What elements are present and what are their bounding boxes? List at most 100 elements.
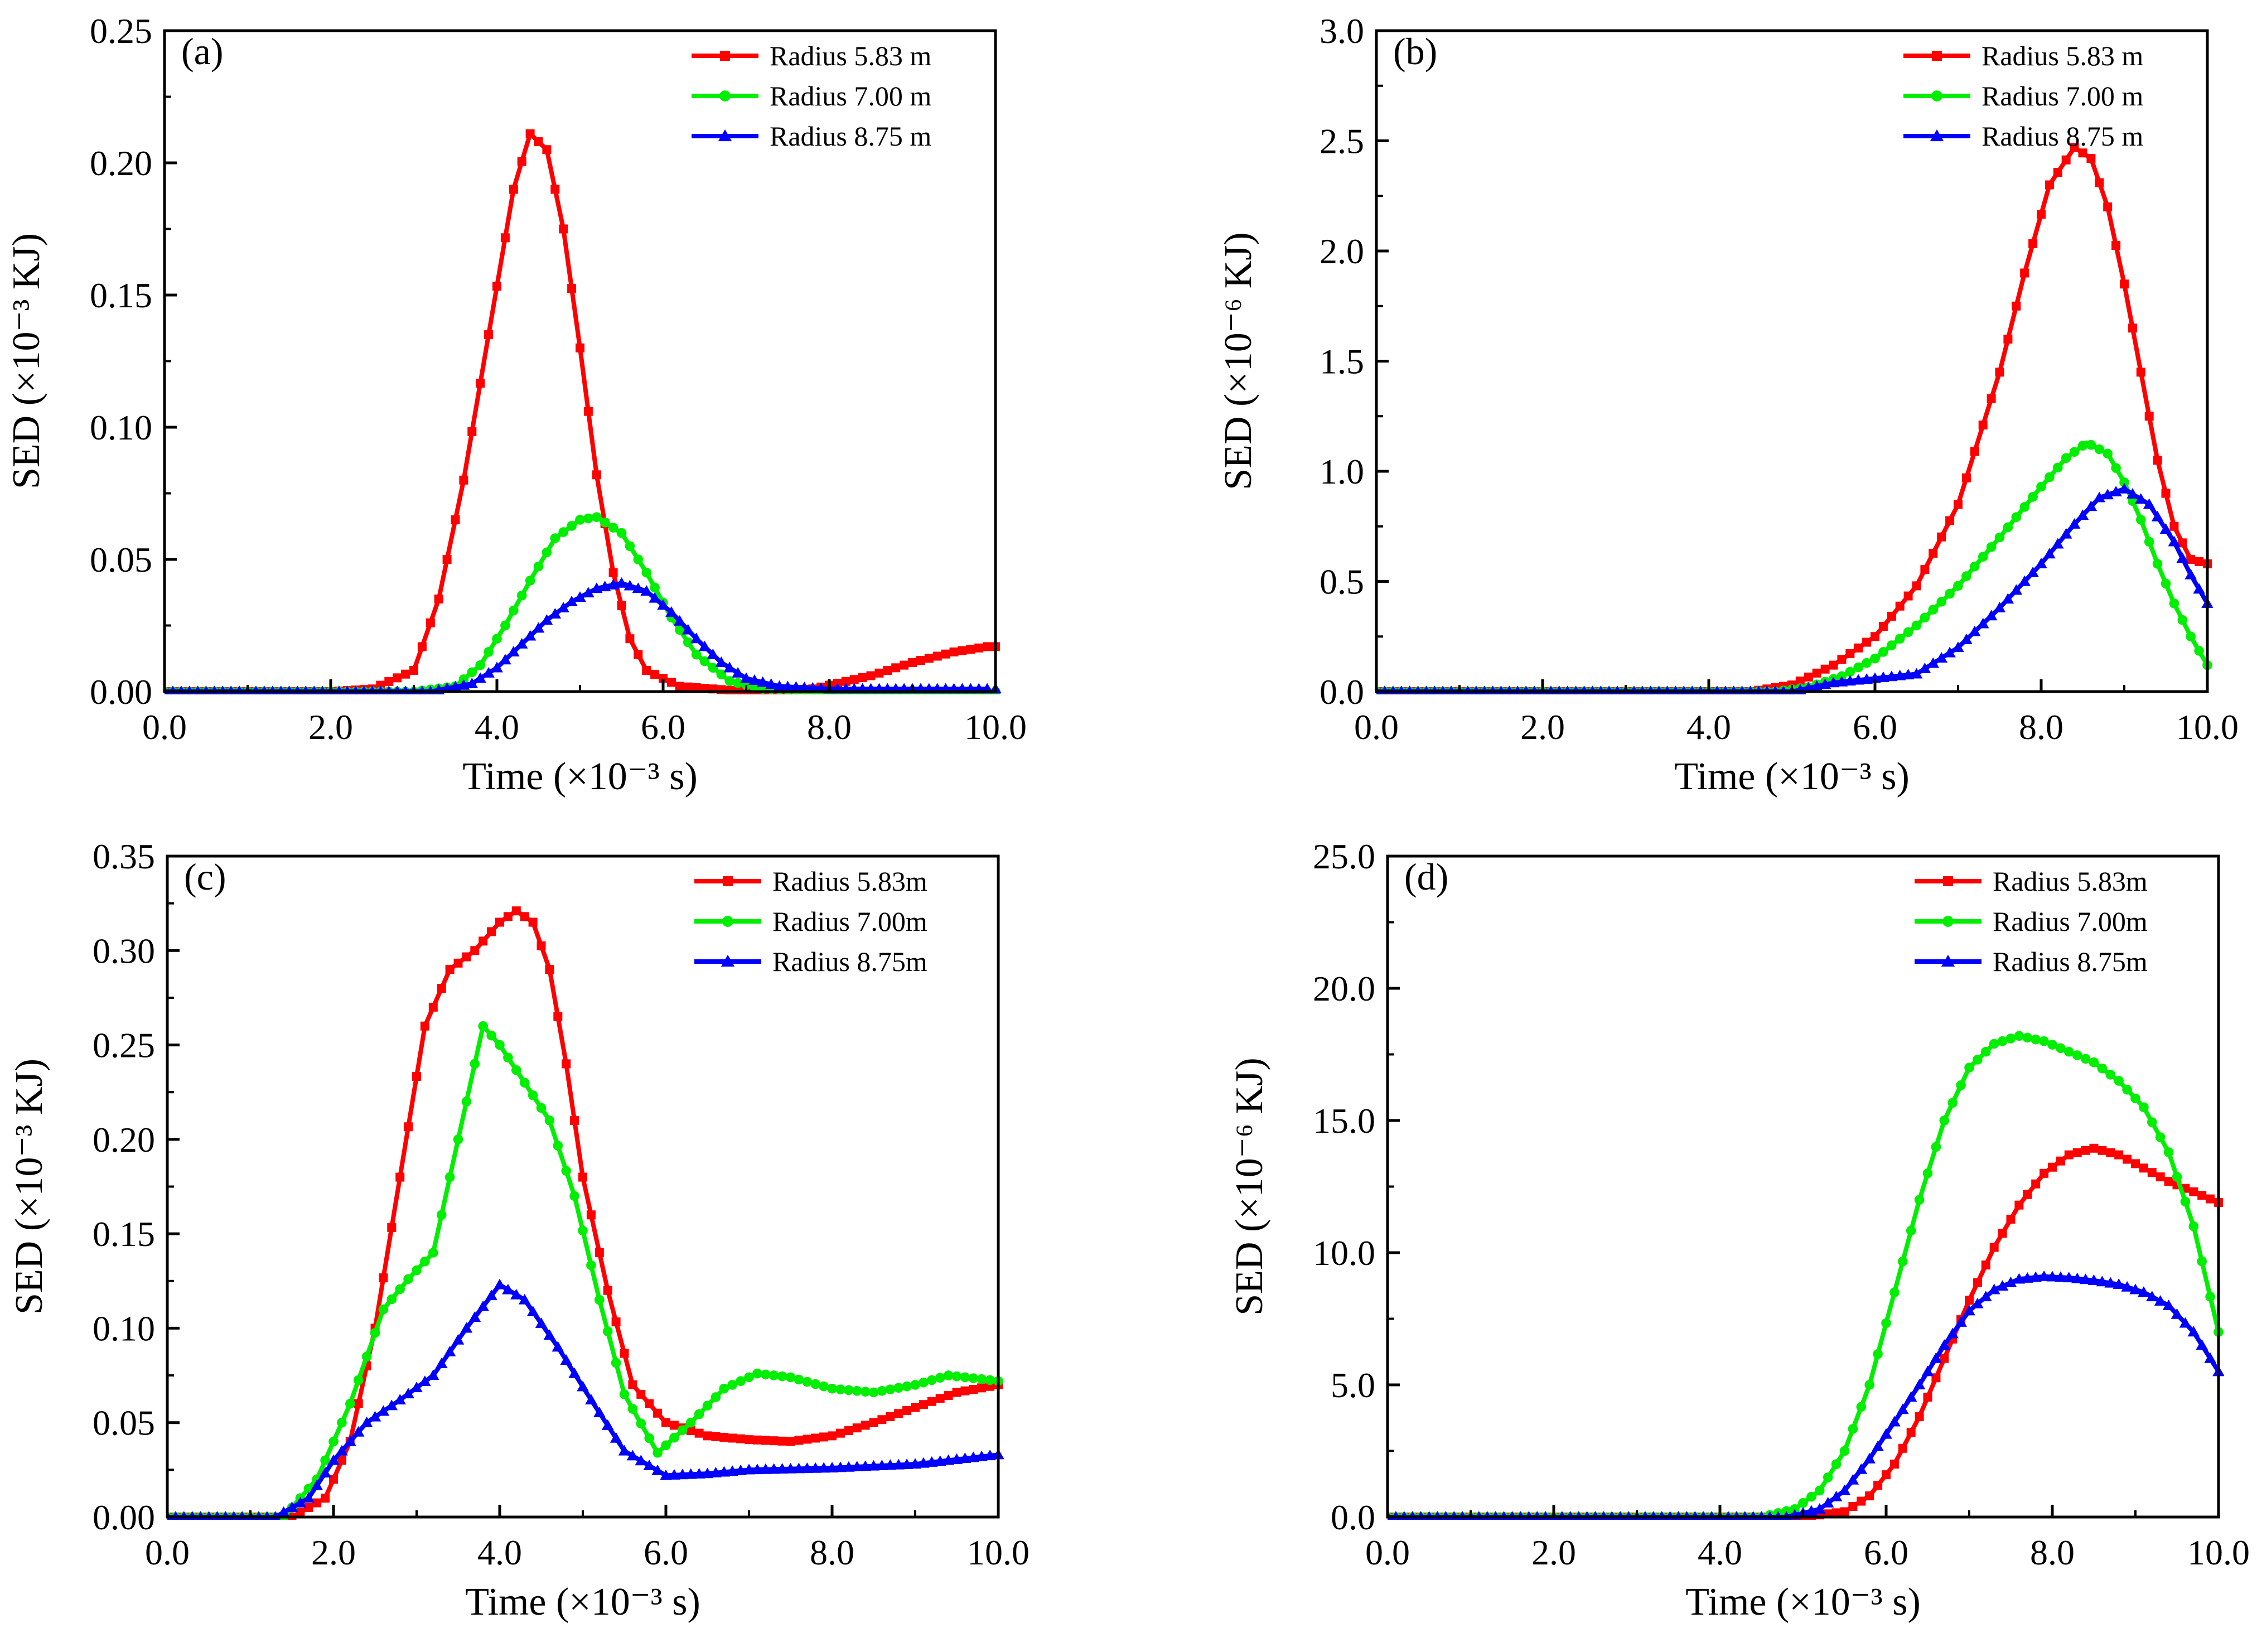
chart-c-series-3-point [568,1367,581,1378]
chart-b-series-3-point [1918,663,1931,674]
chart-c-series-1-point [628,1380,637,1389]
chart-b-series-2-point [2111,463,2121,473]
chart-b-series-3-point [2110,486,2122,496]
chart-a-series-3-point [682,624,694,635]
chart-a-series-1-point [476,379,485,388]
chart-c-series-2-point [511,1065,521,1075]
chart-b-series-2-point [2028,492,2038,502]
chart-d-series-2-point [1947,1098,1958,1108]
chart-c-series-3-point [734,1464,747,1475]
chart-b-series-1-point [1978,421,1988,430]
chart-b-series-3-point [2010,584,2023,595]
chart-c-series-2-point [943,1370,954,1380]
chart-c-series-2-point [685,1417,696,1428]
chart-b-series-1-point [1829,660,1838,670]
chart-c-series-2-point [794,1374,804,1385]
chart-b-legend-marker-3 [1930,129,1944,142]
chart-c-series-1-point [545,965,554,974]
chart-c-series-1-point [752,1435,762,1445]
chart-c-series-3-point [760,1463,772,1474]
chart-a-series-3-point [540,614,553,625]
chart-a-x-tick-label: 10.0 [964,707,1027,747]
chart-c-series-3-point [419,1375,431,1387]
chart-b-series-1-point [2053,168,2062,177]
chart-c-series-2-point [960,1372,970,1383]
chart-c-series-1-point [395,1172,405,1182]
chart-c-series-2-point [627,1404,638,1414]
chart-b-series-2-point [2194,646,2204,656]
chart-a-series-1-point [409,666,418,675]
chart-d-series-1-point [2147,1168,2157,1177]
chart-d-series-3-point [1938,1339,1951,1350]
chart-a-series-3-point [524,630,537,641]
chart-c-series-3-point [435,1358,448,1369]
chart-d-series-2-point [1815,1485,1825,1496]
chart-b-series-3-point [2126,488,2139,499]
chart-a-series-1-point [949,647,959,656]
chart-a-series-1-point [625,634,635,644]
chart-d-series-1-point [1865,1491,1874,1501]
chart-c-series-1-point [553,1012,563,1021]
chart-d-series-1-point [2064,1150,2074,1160]
chart-a-series-3-point [574,591,586,602]
chart-d-series-3-point [2055,1271,2067,1282]
chart-a-series-2-point [616,528,627,538]
chart-c-series-3-point [635,1455,647,1466]
chart-b-series-2-point [2094,444,2105,455]
chart-c-series-3-point [901,1458,913,1469]
chart-a-series-1-point [841,677,850,686]
chart-d-series-2-point [2172,1172,2182,1182]
chart-d-series-1-point [2023,1190,2032,1199]
chart-c-series-1-point [803,1434,812,1444]
chart-b-series-3-point [1927,657,1940,668]
chart-c-series-1-point [844,1426,853,1435]
chart-b-series-2-line [1376,440,2210,694]
chart-d-series-3-point [2138,1286,2150,1297]
chart-a-series-3-point [732,667,744,678]
chart-c-series-2-point [752,1368,762,1379]
chart-c-series-3-point [585,1394,597,1405]
chart-a-series-3-point [640,585,653,596]
chart-d-series-2-point [2014,1031,2024,1041]
chart-c-series-3-point [726,1465,738,1476]
chart-c-series-1-point [586,1210,596,1220]
chart-b-series-1-point [2020,268,2029,278]
chart-d-series-1-point [1831,1508,1841,1518]
chart-c-series-3-point [385,1399,398,1411]
chart-a-series-2-point [484,647,494,657]
chart-c-series-3-line [167,1282,999,1519]
chart-d-series-3-point [2038,1270,2050,1281]
chart-b-series-3-point [1935,652,1947,663]
chart-d-series-3-point [2146,1291,2158,1302]
chart-b-series-1-point [1937,532,1946,542]
chart-d-series-1-markers [1388,1143,2223,1520]
chart-a-series-2-point [724,676,734,686]
chart-d-series-3-point [1913,1379,1926,1390]
chart-d-series-1-point [1940,1354,1949,1363]
chart-a-series-3-point [698,640,711,651]
chart-c-series-2-point [727,1380,737,1390]
chart-c-series-1-point [653,1408,663,1418]
panel-b: 0.0 2.0 4.0 6.0 8.0 10.0 0.0 0.5 1.0 1.5 2.0 2.5 3.0… [1217,11,2239,798]
chart-a-series-1-point [542,145,552,154]
chart-c-panel-label: (c) [184,856,226,898]
chart-b-series-1-point [2045,180,2054,190]
chart-d-series-1-line [1388,1146,2220,1519]
chart-d-series-2-point [2180,1196,2191,1207]
chart-a-series-1-point [517,157,526,166]
chart-a-series-1-point [467,427,477,436]
chart-c-series-3-point [460,1322,473,1333]
chart-b-series-2-point [1894,634,1905,644]
chart-a-legend-marker-2 [719,90,731,102]
chart-c-legend-label-1: Radius 5.83m [772,866,927,897]
chart-a-series-1-markers [165,129,1000,694]
chart-a-series-1-point [426,618,435,627]
chart-c-series-1-point [312,1498,322,1508]
chart-c-series-2-point [951,1371,962,1382]
chart-a-series-1-point [974,643,984,653]
chart-b-series-1-point [2161,489,2171,498]
chart-c-series-3-point [850,1461,863,1472]
chart-d-panel-label: (d) [1404,856,1448,898]
chart-c-series-2-point [810,1379,820,1389]
chart-d-series-3-point [1955,1316,1967,1327]
